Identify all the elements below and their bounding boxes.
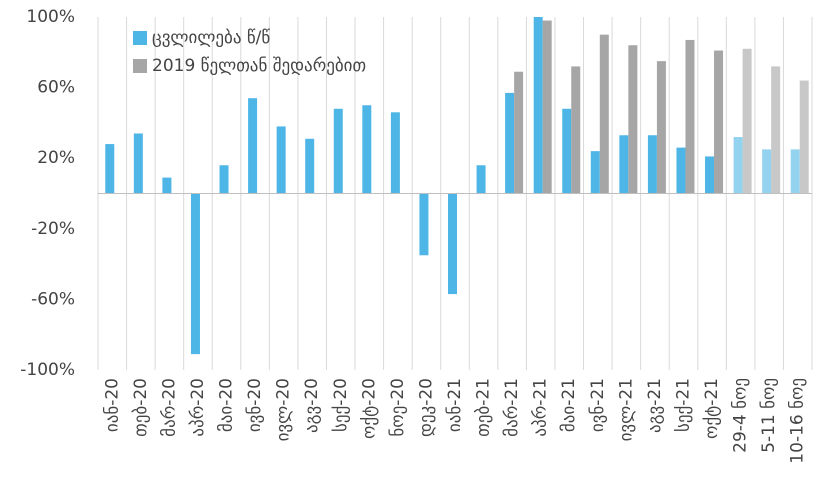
y-tick-label: -20% bbox=[31, 219, 75, 239]
bar bbox=[714, 50, 724, 194]
bar bbox=[419, 193, 429, 256]
bar bbox=[647, 135, 657, 194]
x-tick-label: 29-4 ნოე bbox=[731, 378, 751, 453]
bar bbox=[248, 98, 258, 194]
x-tick-label: ივლ-20 bbox=[274, 378, 294, 441]
y-tick-label: 100% bbox=[26, 7, 75, 27]
y-tick-label: 20% bbox=[37, 148, 75, 168]
x-tick-label: მარ-21 bbox=[502, 378, 522, 437]
bar bbox=[685, 39, 695, 194]
bar bbox=[762, 149, 772, 194]
x-tick-label: იან-21 bbox=[445, 378, 465, 432]
bar bbox=[505, 92, 515, 194]
y-tick-label: -100% bbox=[20, 360, 75, 380]
bar bbox=[305, 138, 315, 194]
bar bbox=[742, 48, 752, 194]
x-tick-label: ივლ-21 bbox=[616, 378, 636, 441]
bar bbox=[542, 20, 552, 194]
bar bbox=[190, 193, 200, 355]
bar bbox=[599, 34, 609, 194]
x-tick-label: იან-20 bbox=[102, 378, 122, 432]
bar bbox=[514, 71, 524, 194]
bar bbox=[476, 165, 486, 194]
x-tick-label: აპრ-21 bbox=[531, 378, 551, 437]
x-tick-label: 10-16 ნოე bbox=[788, 378, 808, 464]
bar bbox=[133, 133, 143, 194]
x-tick-label: სექ-21 bbox=[673, 378, 693, 432]
x-tick-label: ივნ-21 bbox=[588, 378, 608, 432]
bar bbox=[162, 177, 172, 194]
x-tick-label: მარ-20 bbox=[159, 378, 179, 437]
bar bbox=[448, 193, 457, 295]
x-tick-label: აგვ-20 bbox=[302, 378, 322, 433]
bar bbox=[105, 144, 115, 194]
y-tick-label: 60% bbox=[37, 78, 75, 98]
x-tick-label: 5-11 ნოე bbox=[759, 378, 779, 453]
x-tick-label: აგვ-21 bbox=[645, 378, 665, 433]
bar bbox=[619, 135, 629, 194]
bar bbox=[771, 66, 781, 194]
bar bbox=[733, 137, 743, 194]
bar bbox=[333, 108, 343, 194]
x-tick-label: თებ-21 bbox=[474, 378, 494, 437]
bar bbox=[362, 105, 372, 194]
bar bbox=[628, 45, 638, 194]
x-tick-label: ოქტ-21 bbox=[702, 378, 722, 439]
bar bbox=[533, 17, 543, 194]
bar bbox=[790, 149, 800, 194]
x-tick-label: მაი-21 bbox=[559, 378, 579, 432]
bar bbox=[219, 165, 229, 194]
legend-label: ცვლილება წ/წ bbox=[152, 28, 270, 48]
x-tick-label: ნოე-20 bbox=[388, 378, 408, 437]
legend-label: 2019 წელთან შედარებით bbox=[152, 56, 366, 76]
bar bbox=[705, 156, 715, 194]
x-tick-label: სექ-20 bbox=[331, 378, 351, 432]
bar bbox=[799, 80, 809, 194]
bar bbox=[390, 112, 400, 194]
legend-swatch bbox=[133, 59, 147, 73]
x-tick-label: მაი-20 bbox=[217, 378, 237, 432]
y-tick-label: -60% bbox=[31, 289, 75, 309]
bar bbox=[571, 66, 581, 194]
x-tick-label: ოქტ-20 bbox=[359, 378, 379, 439]
x-tick-label: დეკ-20 bbox=[416, 378, 436, 437]
bar bbox=[676, 147, 686, 194]
legend-swatch bbox=[133, 31, 147, 45]
bar bbox=[656, 61, 666, 194]
bar bbox=[562, 108, 572, 194]
x-tick-label: ივნ-20 bbox=[245, 378, 265, 432]
bar bbox=[590, 151, 600, 194]
bar bbox=[276, 126, 286, 194]
x-tick-label: თებ-20 bbox=[131, 378, 151, 437]
x-tick-label: აპრ-20 bbox=[188, 378, 208, 437]
